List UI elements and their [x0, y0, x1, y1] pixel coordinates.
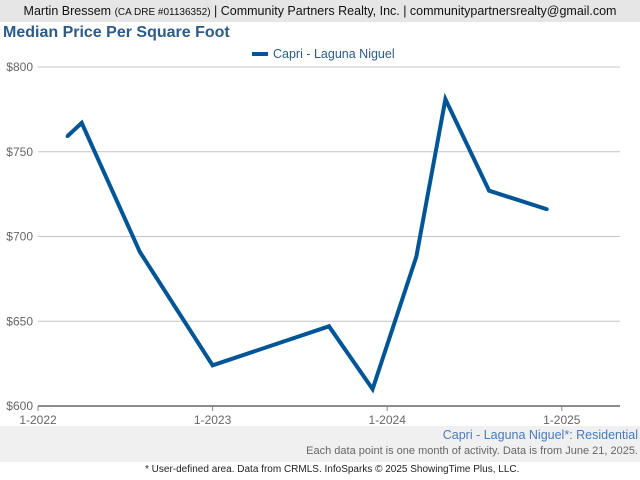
series-line — [65, 92, 548, 394]
agent-header-bar: Martin Bressem (CA DRE #01136352) | Comm… — [0, 0, 640, 22]
data-point — [414, 255, 418, 259]
x-axis: 1-2022 1-2023 1-2024 1-2025 — [19, 405, 620, 427]
legend-label: Capri - Laguna Niguel — [273, 47, 395, 61]
y-tick-label: $700 — [6, 230, 33, 244]
y-tick-label: $750 — [6, 145, 33, 159]
x-tick-label: 1-2022 — [19, 413, 57, 427]
data-point — [487, 189, 491, 193]
y-tick-label: $650 — [6, 314, 33, 328]
x-tick-label: 1-2024 — [369, 413, 407, 427]
y-tick-label: $800 — [6, 60, 33, 74]
agent-company-email: | Community Partners Realty, Inc. | comm… — [214, 4, 617, 18]
area-label: Capri - Laguna Niguel*: Residential — [442, 428, 638, 442]
data-point — [211, 363, 215, 367]
footer-background — [0, 426, 640, 462]
data-point — [327, 324, 331, 328]
legend: Capri - Laguna Niguel — [252, 47, 395, 61]
series-layer — [65, 92, 549, 394]
data-point — [443, 97, 447, 101]
agent-name: Martin Bressem — [23, 4, 112, 18]
data-point — [138, 250, 142, 254]
x-tick-label: 1-2023 — [194, 413, 232, 427]
agent-dre-number: (CA DRE #01136352) — [114, 7, 211, 18]
grid-layer — [38, 66, 620, 322]
y-axis: $600 $650 $700 $750 $800 — [6, 60, 33, 413]
disclaimer: * User-defined area. Data from CRMLS. In… — [145, 464, 520, 475]
data-update-note: Each data point is one month of activity… — [306, 445, 638, 457]
x-tick-label: 1-2025 — [543, 413, 581, 427]
chart-title: Median Price Per Square Foot — [3, 24, 230, 41]
y-tick-label: $600 — [6, 399, 33, 413]
data-point — [371, 387, 375, 391]
data-point — [65, 134, 69, 138]
data-point — [80, 121, 84, 125]
data-point — [545, 207, 549, 211]
